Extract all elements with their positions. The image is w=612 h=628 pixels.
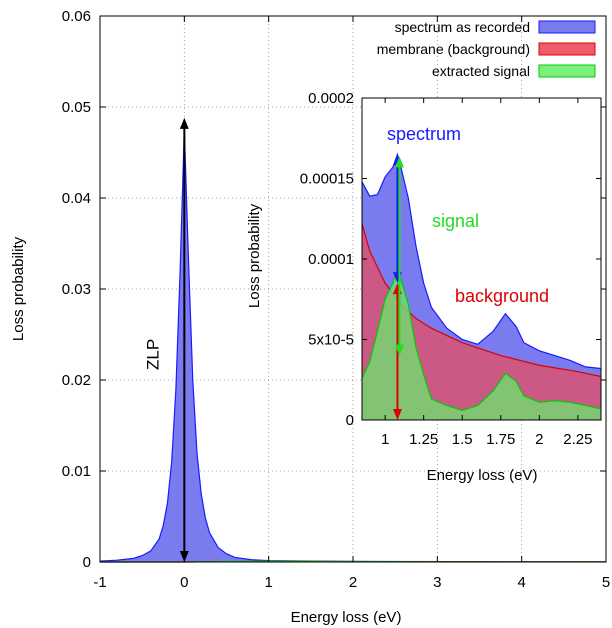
inset-x-tick-label: 2.25 [563, 431, 592, 448]
legend-label: spectrum as recorded [395, 19, 530, 35]
y-tick-label: 0.04 [62, 190, 91, 207]
x-tick-label: -1 [93, 574, 106, 591]
inset-line-2 [362, 264, 601, 411]
inset-x-tick-label: 1 [381, 431, 389, 448]
x-axis-label: Energy loss (eV) [291, 609, 402, 626]
y-tick-label: 0.03 [62, 281, 91, 298]
inset-plot: spectrum signal background 1 1.25 1.5 1.75 2 2.2… [246, 90, 602, 484]
inset-x-tick-label: 1.5 [452, 431, 473, 448]
legend-swatch [538, 64, 596, 78]
y-tick-label: 0.01 [62, 463, 91, 480]
x-tick-label: 5 [602, 574, 610, 591]
signal-arrow-head-bottom [394, 344, 404, 356]
y-tick-label: 0.02 [62, 372, 91, 389]
zlp-label: ZLP [143, 339, 162, 370]
main-plot: ZLP-1 0 1 2 3 4 500.010.020.030.040.050.06Ener… [10, 8, 610, 626]
legend-swatch [538, 20, 596, 34]
background-label: background [455, 286, 549, 306]
inset-y-tick-label: 0.0001 [308, 251, 354, 268]
x-tick-label: 2 [349, 574, 357, 591]
legend-label: extracted signal [432, 63, 530, 79]
inset-line-1 [362, 223, 601, 378]
inset-x-tick-label: 1.25 [409, 431, 438, 448]
inset-y-tick-label: 0 [346, 412, 354, 429]
legend-swatch [538, 42, 596, 56]
zlp-arrow-head-top [179, 117, 189, 129]
inset-y-tick-label: 0.0002 [308, 90, 354, 107]
inset-x-tick-label: 1.75 [486, 431, 515, 448]
inset-x-tick-label: 2 [535, 431, 543, 448]
signal-arrow-head-top [394, 156, 404, 168]
legend: spectrum as recorded membrane (background… [377, 19, 596, 79]
signal-label: signal [432, 211, 479, 231]
y-tick-label: 0.05 [62, 99, 91, 116]
signal-arrow [394, 156, 404, 356]
y-tick-label: 0 [83, 554, 91, 571]
legend-label: membrane (background) [377, 41, 530, 57]
x-tick-label: 4 [517, 574, 525, 591]
y-axis-label: Loss probability [10, 236, 27, 341]
inset-y-tick-label: 0.00015 [300, 171, 354, 188]
x-tick-label: 1 [264, 574, 272, 591]
y-tick-label: 0.06 [62, 8, 91, 25]
x-tick-label: 3 [433, 574, 441, 591]
inset-y-axis-label: Loss probability [246, 203, 263, 308]
inset-y-tick-label: 5x10-5 [308, 332, 354, 349]
inset-areas [362, 152, 601, 420]
inset-area-2 [362, 267, 601, 420]
background-arrow-head-bottom [392, 409, 402, 420]
inset-x-axis-label: Energy loss (eV) [427, 467, 538, 484]
x-tick-label: 0 [180, 574, 188, 591]
inset-line-0 [362, 152, 601, 370]
spectrum-label: spectrum [387, 124, 461, 144]
